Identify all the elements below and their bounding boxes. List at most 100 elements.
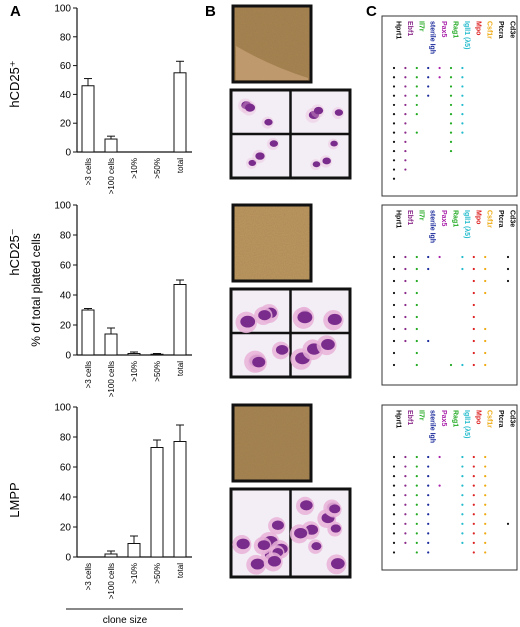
cell-nucleus	[321, 339, 335, 351]
expression-dot	[472, 255, 475, 259]
expression-dot	[449, 76, 453, 79]
expression-dot	[461, 503, 464, 506]
gene-label: Il7r	[417, 410, 424, 421]
expression-dot	[484, 503, 487, 506]
expression-dot	[404, 94, 407, 97]
y-tick-label: 100	[54, 201, 71, 212]
expression-dot	[427, 339, 430, 343]
expression-dot	[461, 474, 464, 478]
y-tick-label: 20	[60, 119, 72, 130]
expression-dot	[506, 267, 510, 271]
expression-dot	[415, 551, 418, 554]
bar	[104, 553, 118, 558]
expression-dot	[427, 255, 430, 259]
cell-nucleus	[236, 538, 250, 550]
expression-dot	[427, 541, 430, 545]
cell-nucleus	[330, 524, 341, 533]
gene-label: sterile Igh	[429, 210, 436, 243]
expression-dot	[472, 474, 475, 478]
expression-dot	[449, 363, 453, 367]
expression-dot	[449, 85, 453, 88]
expression-dot	[461, 76, 464, 79]
expression-dot	[404, 513, 407, 516]
expression-dot	[472, 315, 475, 319]
expression-dot	[404, 465, 407, 468]
expression-dot	[427, 494, 430, 497]
gene-label: Ptcra	[497, 21, 504, 39]
cell-nucleus	[244, 103, 256, 112]
expression-dot	[484, 327, 487, 331]
row-label-cd25-negative: hCD25⁻	[7, 228, 22, 275]
expression-dot	[392, 177, 396, 180]
expression-dot	[404, 159, 407, 162]
gene-label: Mpo	[474, 21, 481, 35]
x-tick-label: >50%	[153, 361, 162, 382]
expression-dot	[392, 351, 396, 355]
expression-dot	[427, 522, 430, 525]
expression-dot	[484, 551, 487, 554]
expression-dot	[461, 85, 464, 88]
expression-dot	[461, 484, 464, 487]
expression-dot	[472, 532, 475, 535]
expression-dot	[415, 465, 418, 468]
expression-panel: Hprt1 Ebf1 Il7r sterile Igh Pax5 Rag1 Igll1 (λ…	[381, 15, 518, 571]
expression-dot	[392, 279, 396, 283]
expression-dot	[404, 503, 407, 506]
x-tick-label: >3 cells	[84, 158, 93, 185]
colony-texture	[234, 406, 310, 480]
expression-grid-frame	[381, 404, 518, 571]
expression-dot	[404, 85, 407, 88]
gene-label: Csf1r	[486, 410, 493, 428]
expression-dot	[392, 122, 396, 125]
expression-dot	[438, 484, 441, 487]
expression-dot	[484, 474, 487, 478]
expression-dot	[461, 532, 464, 535]
expression-dot	[449, 66, 453, 70]
expression-dot	[472, 503, 475, 506]
expression-dot	[392, 541, 396, 545]
gene-label: Igll1 (λ5)	[463, 210, 471, 238]
expression-dot	[484, 541, 487, 545]
expression-dot	[415, 131, 418, 134]
expression-dot	[461, 131, 464, 134]
expression-dot	[404, 532, 407, 535]
y-tick-label: 80	[60, 32, 72, 43]
y-tick-label: 0	[65, 553, 71, 564]
expression-dot	[404, 484, 407, 487]
expression-dot	[415, 103, 418, 107]
expression-dot	[415, 94, 418, 97]
gene-label: Pax5	[440, 21, 447, 37]
expression-dot	[392, 103, 396, 107]
expression-dot	[461, 465, 464, 468]
expression-dot	[449, 149, 453, 153]
y-tick-label: 40	[60, 90, 72, 101]
expression-dot	[404, 315, 407, 319]
expression-dot	[472, 303, 475, 307]
gene-label: Cd3e	[509, 21, 516, 38]
expression-dot	[392, 131, 396, 134]
expression-dot	[415, 503, 418, 506]
expression-dot	[427, 66, 430, 70]
gene-label: sterile Igh	[429, 21, 436, 54]
gene-label: Cd3e	[509, 410, 516, 427]
bar	[173, 72, 187, 153]
gene-label: Csf1r	[486, 21, 493, 39]
expression-dot	[427, 484, 430, 487]
y-tick-label: 80	[60, 231, 72, 242]
cell-nucleus	[330, 558, 345, 570]
expression-dot	[404, 140, 407, 143]
expression-dot	[392, 66, 396, 70]
expression-dot	[472, 327, 475, 331]
gene-label: Il7r	[417, 21, 424, 32]
expression-dot	[415, 532, 418, 535]
gene-label: sterile Igh	[429, 410, 436, 443]
x-tick-label: >100 cells	[107, 158, 116, 194]
cell-nucleus	[258, 310, 271, 321]
gene-label: Mpo	[474, 210, 481, 224]
gene-label: Ebf1	[406, 210, 413, 225]
expression-dot	[415, 484, 418, 487]
y-axis-label: % of total plated cells	[29, 233, 43, 346]
expression-dot	[415, 351, 418, 355]
expression-dot	[415, 339, 418, 343]
expression-dot	[472, 513, 475, 516]
